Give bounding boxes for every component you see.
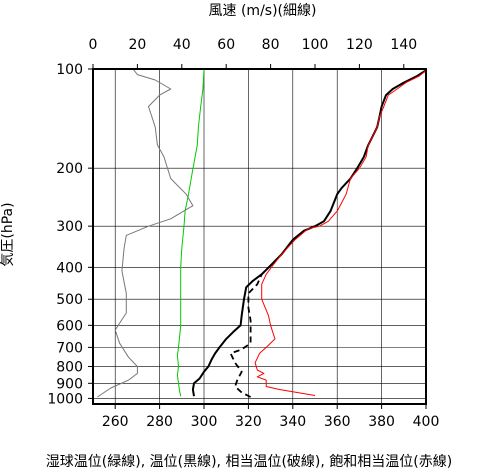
y-tick-label: 900 (56, 376, 83, 392)
bottom-tick-label: 360 (324, 414, 351, 430)
series-layer (97, 68, 427, 398)
grid (93, 69, 426, 404)
top-tick-label: 40 (173, 37, 191, 53)
y-tick-label: 100 (56, 62, 83, 78)
y-tick-label: 600 (56, 318, 83, 334)
y-tick-label: 800 (56, 359, 83, 375)
bottom-tick-label: 260 (102, 414, 129, 430)
top-tick-label: 120 (346, 37, 373, 53)
tick-layer: 260 280 300 320 340 360 380 400 0 20 40 60 80 100 120 1… (47, 37, 439, 430)
y-tick-label: 300 (56, 219, 83, 235)
bottom-tick-label: 340 (279, 414, 306, 430)
series-line-相当温位 (229, 225, 316, 398)
y-tick-label: 500 (56, 292, 83, 308)
bottom-tick-label: 280 (146, 414, 173, 430)
y-axis-title: 気圧(hPa) (0, 202, 16, 266)
top-tick-label: 100 (302, 37, 329, 53)
top-tick-label: 80 (262, 37, 280, 53)
series-line-湿球温位 (176, 68, 205, 397)
bottom-tick-label: 300 (191, 414, 218, 430)
plot-frame (92, 68, 427, 405)
bottom-tick-label: 400 (413, 414, 440, 430)
bottom-axis-title: 湿球温位(緑線), 温位(黒線), 相当温位(破線), 飽和相当温位(赤線) (46, 453, 452, 470)
y-tick-label: 1000 (47, 391, 83, 407)
top-axis-title: 風速 (m/s)(細線) (209, 3, 317, 19)
bottom-tick-label: 320 (235, 414, 262, 430)
top-tick-label: 60 (217, 37, 235, 53)
top-tick-label: 0 (89, 37, 98, 53)
top-tick-label: 140 (390, 37, 417, 53)
y-tick-label: 700 (56, 340, 83, 356)
bottom-tick-label: 380 (368, 414, 395, 430)
series-line-飽和相当温位 (254, 70, 427, 396)
top-tick-label: 20 (128, 37, 146, 53)
y-tick-label: 400 (56, 260, 83, 276)
series-line-風速 (97, 68, 194, 398)
y-tick-label: 200 (56, 161, 83, 177)
